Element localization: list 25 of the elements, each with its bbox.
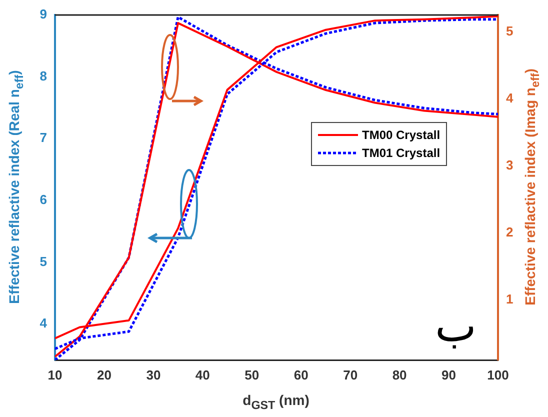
legend-label: TM00 Crystall: [362, 127, 440, 144]
y2-tick-label: 4: [506, 90, 514, 106]
x-tick-label: 20: [96, 367, 112, 382]
x-tick-label: 80: [392, 367, 407, 382]
y-tick-label: 4: [40, 316, 48, 331]
y2-tick-label: 3: [506, 157, 514, 172]
x-tick-label: 90: [442, 367, 456, 382]
x-tick-label: 40: [195, 367, 210, 382]
x-tick-label: 50: [244, 367, 260, 382]
y2-tick-label: 1: [506, 291, 514, 306]
x-tick-label: 60: [294, 367, 308, 382]
y-tick-label: 5: [40, 254, 47, 269]
y-tick-label: 6: [40, 192, 47, 208]
legend-label: TM01 Crystall: [362, 145, 440, 162]
y-tick-label: 7: [40, 130, 47, 146]
x-axis-title: d$_{GST}$ (nm): [242, 392, 310, 412]
x-tick-label: 10: [48, 367, 62, 382]
x-tick-label: 30: [146, 367, 161, 382]
x-tick-label: 70: [343, 367, 358, 382]
y-tick-label: 8: [40, 68, 47, 84]
y2-tick-label: 5: [506, 23, 514, 38]
y2-tick-label: 2: [506, 224, 514, 240]
annotation: ب: [435, 300, 476, 352]
y-tick-label: 9: [40, 6, 47, 22]
x-tick-label: 100: [487, 367, 509, 382]
